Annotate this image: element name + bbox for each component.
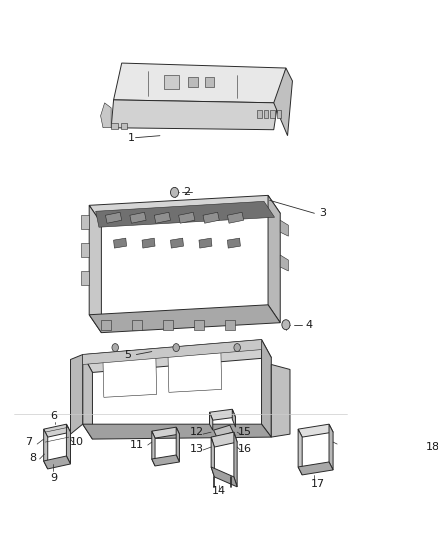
Polygon shape xyxy=(101,320,111,330)
Polygon shape xyxy=(280,255,288,271)
Polygon shape xyxy=(298,462,333,475)
Polygon shape xyxy=(163,320,173,330)
Text: 4: 4 xyxy=(305,320,312,330)
Polygon shape xyxy=(152,431,155,466)
Polygon shape xyxy=(83,340,261,365)
Polygon shape xyxy=(101,103,111,128)
Polygon shape xyxy=(176,427,180,462)
Polygon shape xyxy=(179,212,195,223)
Polygon shape xyxy=(268,196,280,322)
Polygon shape xyxy=(211,467,237,487)
Polygon shape xyxy=(211,437,214,477)
Polygon shape xyxy=(81,243,89,257)
Circle shape xyxy=(173,344,180,352)
Text: 9: 9 xyxy=(50,473,57,483)
Polygon shape xyxy=(209,412,213,430)
Bar xyxy=(277,110,281,118)
Bar xyxy=(271,110,275,118)
Polygon shape xyxy=(232,409,236,427)
Bar xyxy=(205,77,214,87)
Bar xyxy=(258,110,261,118)
Polygon shape xyxy=(152,455,180,466)
Text: 6: 6 xyxy=(51,411,58,421)
Circle shape xyxy=(234,344,240,352)
Polygon shape xyxy=(103,358,157,397)
Polygon shape xyxy=(271,365,290,437)
Text: 11: 11 xyxy=(130,440,144,450)
Polygon shape xyxy=(83,354,92,439)
Text: 2: 2 xyxy=(183,188,190,197)
Polygon shape xyxy=(194,320,204,330)
Polygon shape xyxy=(199,238,212,248)
Polygon shape xyxy=(113,238,127,248)
Text: 7: 7 xyxy=(25,437,32,447)
Polygon shape xyxy=(274,68,293,136)
Polygon shape xyxy=(83,340,271,373)
Polygon shape xyxy=(388,419,423,433)
Text: 8: 8 xyxy=(29,453,37,463)
Polygon shape xyxy=(209,409,236,420)
Text: 1: 1 xyxy=(128,133,135,143)
Text: 18: 18 xyxy=(426,442,438,452)
Bar xyxy=(188,77,198,87)
Polygon shape xyxy=(111,100,278,130)
Circle shape xyxy=(282,320,290,330)
Polygon shape xyxy=(95,201,275,227)
Polygon shape xyxy=(388,424,392,481)
Polygon shape xyxy=(203,212,219,223)
Polygon shape xyxy=(280,220,288,236)
Polygon shape xyxy=(234,432,237,487)
Polygon shape xyxy=(132,320,142,330)
Text: 14: 14 xyxy=(212,486,226,496)
Text: 10: 10 xyxy=(70,437,84,447)
Polygon shape xyxy=(211,432,237,447)
Polygon shape xyxy=(81,215,89,229)
Polygon shape xyxy=(113,63,286,103)
Polygon shape xyxy=(227,238,240,248)
Polygon shape xyxy=(89,305,280,333)
Polygon shape xyxy=(142,238,155,248)
Bar xyxy=(164,75,179,89)
Polygon shape xyxy=(44,456,71,469)
Polygon shape xyxy=(44,429,48,469)
Polygon shape xyxy=(170,238,184,248)
Polygon shape xyxy=(261,340,271,437)
Polygon shape xyxy=(298,424,333,437)
Text: 3: 3 xyxy=(319,208,326,219)
Text: 16: 16 xyxy=(238,444,252,454)
Polygon shape xyxy=(81,271,89,285)
Text: 17: 17 xyxy=(311,479,325,489)
Polygon shape xyxy=(168,352,222,392)
Polygon shape xyxy=(89,196,280,223)
Polygon shape xyxy=(71,354,83,434)
Polygon shape xyxy=(418,419,423,476)
Polygon shape xyxy=(298,429,302,475)
Polygon shape xyxy=(83,424,271,439)
Polygon shape xyxy=(214,425,233,437)
Polygon shape xyxy=(130,212,146,223)
Bar xyxy=(264,110,268,118)
Text: 12: 12 xyxy=(190,427,204,437)
Bar xyxy=(111,123,118,129)
Circle shape xyxy=(170,188,179,197)
Polygon shape xyxy=(227,212,244,223)
Polygon shape xyxy=(106,212,122,223)
Bar xyxy=(121,123,127,129)
Polygon shape xyxy=(67,424,71,464)
Polygon shape xyxy=(225,320,235,330)
Text: 15: 15 xyxy=(238,427,252,437)
Text: 13: 13 xyxy=(190,444,204,454)
Circle shape xyxy=(112,344,118,352)
Text: 5: 5 xyxy=(124,350,131,360)
Polygon shape xyxy=(89,205,101,333)
Polygon shape xyxy=(388,467,423,481)
Polygon shape xyxy=(329,424,333,470)
Polygon shape xyxy=(154,212,170,223)
Polygon shape xyxy=(44,424,71,437)
Polygon shape xyxy=(152,427,180,438)
